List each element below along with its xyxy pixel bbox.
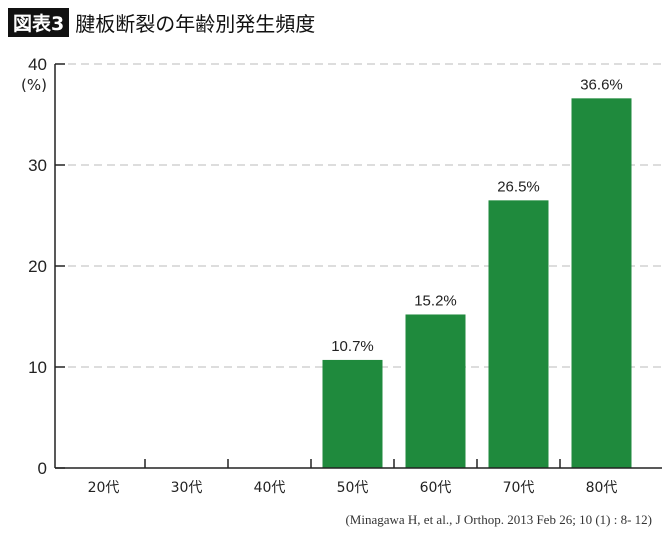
x-tick-label: 50代 [337, 480, 369, 496]
y-tick-label: 20 [28, 257, 47, 276]
x-tick-label: 60代 [420, 480, 452, 496]
data-label: 15.2% [414, 292, 457, 309]
bar-80代 [571, 98, 632, 468]
x-tick-label: 30代 [171, 480, 203, 496]
figure-badge: 図表3 [8, 8, 70, 37]
x-tick-label: 80代 [586, 480, 618, 496]
y-axis-label: (%) [21, 76, 47, 94]
data-label: 10.7% [331, 338, 374, 355]
source-citation: (Minagawa H, et al., J Orthop. 2013 Feb … [345, 512, 652, 527]
data-label: 36.6% [580, 76, 623, 93]
x-tick-label: 40代 [254, 480, 286, 496]
y-tick-label: 0 [38, 459, 47, 478]
bar-70代 [488, 200, 549, 468]
chart-title: 図表3 腱板断裂の年齢別発生頻度 [8, 8, 315, 37]
y-tick-label: 40 [28, 55, 47, 74]
title-text: 腱板断裂の年齢別発生頻度 [75, 12, 316, 36]
y-tick-label: 30 [28, 156, 47, 175]
y-tick-label: 10 [28, 358, 47, 377]
x-tick-label: 70代 [503, 480, 535, 496]
data-label: 26.5% [497, 178, 540, 195]
bar-50代 [322, 359, 383, 468]
bar-60代 [405, 314, 466, 468]
x-tick-label: 20代 [88, 480, 120, 496]
